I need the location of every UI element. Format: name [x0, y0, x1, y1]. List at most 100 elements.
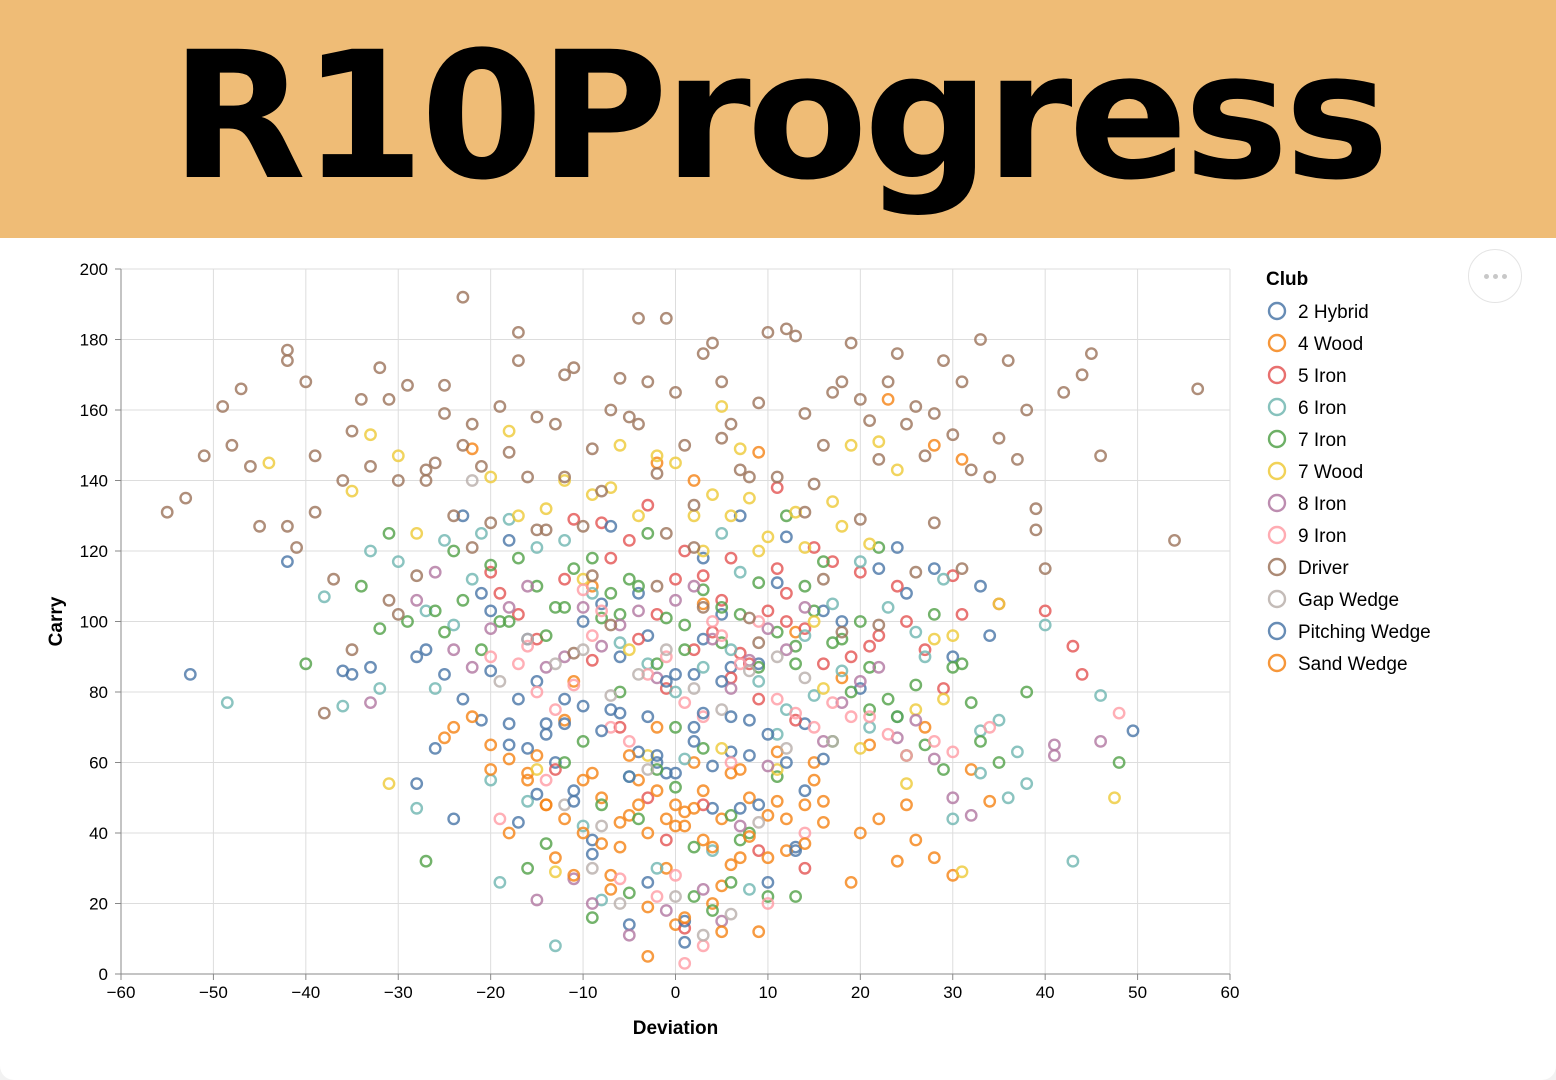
data-point: [1094, 449, 1108, 463]
data-point: [650, 720, 664, 734]
data-point: [558, 600, 571, 614]
data-point: [549, 703, 562, 716]
legend-item[interactable]: 7 Iron: [1267, 429, 1347, 451]
data-point: [428, 741, 442, 755]
data-point: [364, 660, 377, 674]
data-point: [1029, 523, 1043, 537]
data-point: [567, 512, 581, 526]
legend-item[interactable]: 4 Wood: [1267, 333, 1363, 355]
data-point: [752, 674, 766, 688]
data-point: [826, 495, 839, 508]
data-point: [474, 459, 488, 473]
data-point: [669, 667, 682, 681]
data-point: [539, 727, 553, 741]
data-point: [613, 816, 627, 829]
data-point: [521, 861, 534, 875]
data-point: [317, 706, 331, 720]
y-tick-label: 20: [89, 895, 108, 914]
legend-item[interactable]: 6 Iron: [1267, 397, 1347, 419]
data-point: [484, 664, 498, 678]
data-point: [530, 893, 544, 907]
x-tick-label: −40: [291, 983, 320, 1002]
data-point: [567, 868, 581, 882]
data-point: [512, 816, 525, 829]
data-point: [761, 727, 775, 741]
data-point: [382, 392, 396, 406]
data-point: [447, 720, 461, 734]
data-point: [659, 526, 673, 540]
data-point: [567, 678, 581, 692]
data-point: [752, 445, 766, 459]
data-point: [678, 957, 692, 970]
data-point: [650, 756, 664, 769]
data-point: [253, 519, 267, 533]
data-point: [789, 657, 802, 671]
data-point: [678, 438, 692, 452]
chart-axes: −60 −50 −40 −30 −20 −10 0 10 20 30 40 50 60 0 20 40 60 80…: [80, 260, 1240, 1002]
data-point: [733, 801, 747, 815]
data-point: [761, 326, 775, 339]
legend-item[interactable]: Sand Wedge: [1267, 653, 1408, 675]
data-point: [937, 572, 950, 586]
data-point: [798, 671, 812, 685]
data-point: [539, 837, 553, 850]
data-point: [474, 643, 488, 657]
legend-item[interactable]: Gap Wedge: [1267, 589, 1399, 611]
data-point: [669, 780, 682, 794]
data-point: [493, 674, 507, 688]
legend-item[interactable]: 8 Iron: [1267, 493, 1347, 515]
more-options-button[interactable]: [1468, 249, 1522, 303]
chart-legend[interactable]: 2 Hybrid 4 Wood 5 Iron 6 Iron 7 Iron 7 Wood 8 …: [1267, 301, 1431, 675]
legend-item[interactable]: Pitching Wedge: [1267, 621, 1431, 643]
data-point: [669, 766, 682, 780]
data-point: [373, 622, 387, 635]
data-point: [770, 481, 784, 495]
data-point: [789, 890, 802, 903]
data-point: [493, 586, 507, 600]
data-point: [817, 794, 830, 808]
data-point: [872, 435, 886, 449]
data-point: [539, 798, 553, 812]
data-point: [622, 734, 636, 748]
data-point: [890, 541, 904, 554]
data-point: [724, 551, 738, 565]
data-point: [576, 615, 590, 628]
data-point: [410, 526, 424, 540]
data-point: [798, 622, 812, 635]
data-point: [770, 692, 784, 706]
data-point: [817, 734, 830, 748]
data-point: [743, 749, 756, 762]
data-point: [752, 544, 766, 558]
y-tick-label: 180: [80, 331, 108, 350]
data-point: [696, 939, 710, 953]
legend-item[interactable]: 9 Iron: [1267, 525, 1347, 547]
data-point: [798, 861, 812, 875]
legend-symbol: [1267, 493, 1287, 513]
data-point: [909, 565, 923, 579]
legend-item[interactable]: Driver: [1267, 557, 1349, 579]
data-point: [650, 749, 664, 762]
x-tick-label: −20: [476, 983, 505, 1002]
data-point: [530, 523, 544, 537]
data-point: [484, 516, 498, 530]
data-point: [992, 713, 1006, 727]
data-point: [706, 840, 719, 854]
data-point: [336, 474, 350, 487]
data-point: [687, 890, 701, 903]
data-point: [706, 336, 719, 350]
data-point: [474, 526, 488, 540]
data-point: [927, 562, 941, 575]
legend-symbol: [1267, 301, 1287, 321]
y-tick-label: 0: [99, 965, 108, 984]
data-point: [382, 593, 396, 607]
data-point: [807, 615, 821, 628]
legend-item[interactable]: 2 Hybrid: [1267, 301, 1369, 323]
data-point: [484, 763, 498, 776]
data-point: [724, 756, 738, 769]
data-point: [872, 629, 886, 642]
data-point: [576, 819, 590, 833]
legend-item[interactable]: 7 Wood: [1267, 461, 1363, 483]
legend-item[interactable]: 5 Iron: [1267, 365, 1347, 387]
data-point: [770, 650, 784, 664]
data-point: [502, 615, 516, 628]
